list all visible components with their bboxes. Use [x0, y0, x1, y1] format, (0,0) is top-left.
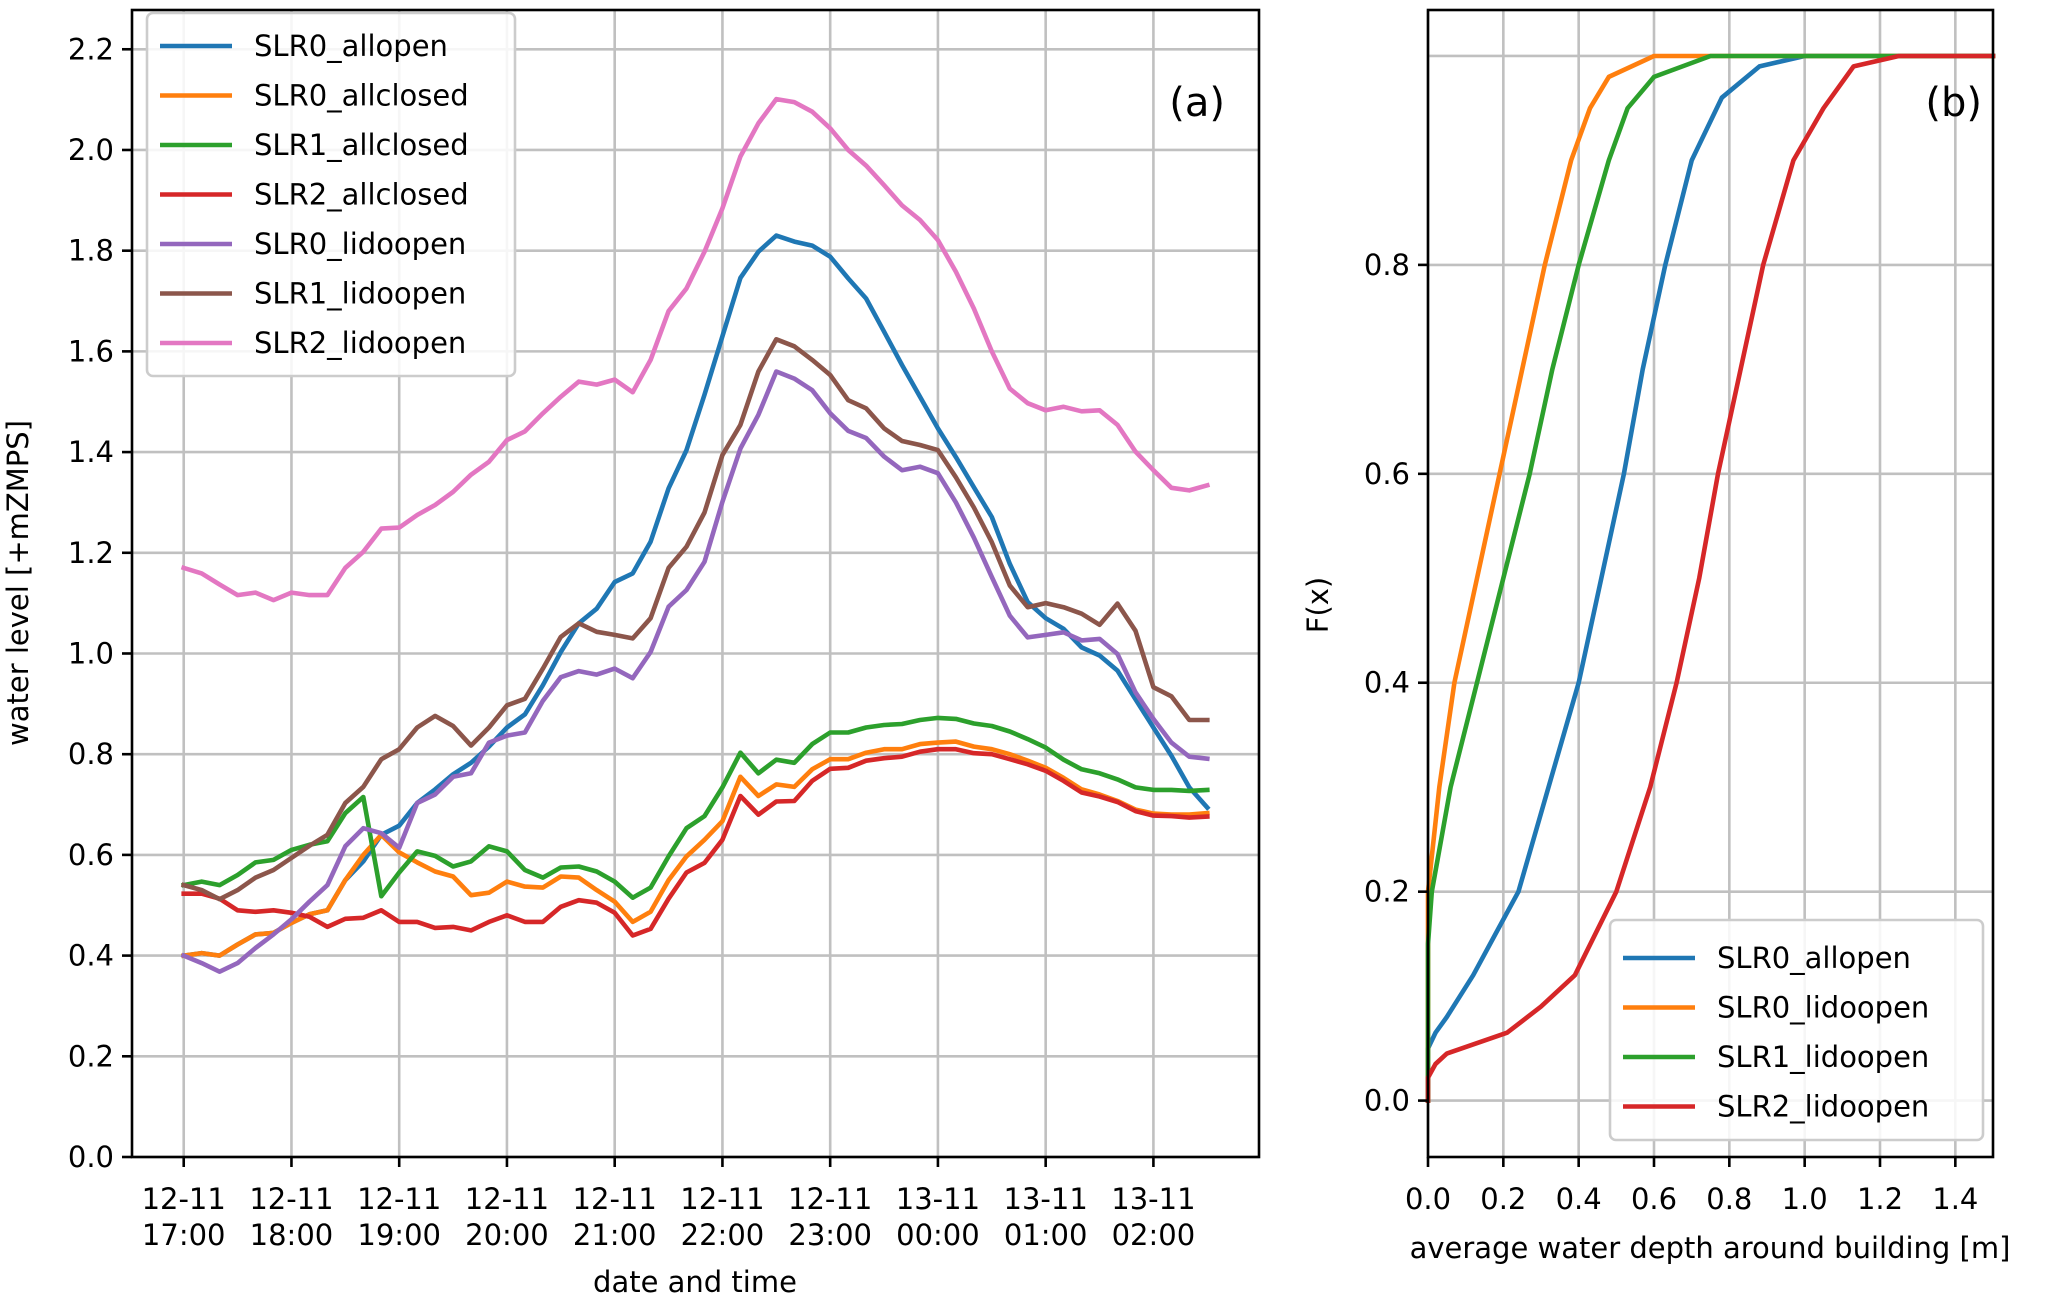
x-tick-label-time: 20:00: [465, 1218, 549, 1252]
x-tick-label-date: 13-11: [1004, 1182, 1088, 1216]
cdf-line-SLR1_lidoopen: [1425, 53, 1996, 1103]
legend-label: SLR1_lidoopen: [254, 277, 466, 311]
x-tick-label: 1.2: [1857, 1182, 1903, 1216]
legend-label: SLR2_allclosed: [254, 178, 469, 212]
x-tick-label-time: 18:00: [250, 1218, 334, 1252]
series-line-SLR1_allclosed: [181, 715, 1210, 901]
y-tick-label: 0.8: [68, 737, 114, 771]
y-tick-label: 1.8: [68, 234, 114, 268]
panel-b-legend: SLR0_allopen SLR0_lidoopen SLR1_lidoopen SL…: [1608, 918, 1985, 1142]
series-line-SLR0_allclosed: [181, 739, 1210, 959]
panel-a-ticks: 12-1117:0012-1118:0012-1119:0012-1120:00…: [68, 32, 1196, 1252]
y-tick-label: 0.0: [1364, 1084, 1410, 1118]
panel-a-y-axis-label: water level [+mZMPS]: [1, 420, 35, 746]
y-tick-label: 2.0: [68, 133, 114, 167]
panel-b-x-axis-label: average water depth around building [m]: [1410, 1231, 2011, 1265]
x-tick-label-date: 12-11: [573, 1182, 657, 1216]
x-tick-label-time: 00:00: [896, 1218, 980, 1252]
series-line-SLR2_allclosed: [181, 746, 1210, 938]
x-tick-label-date: 12-11: [249, 1182, 333, 1216]
x-tick-label-date: 12-11: [680, 1182, 764, 1216]
legend-label: SLR0_lidoopen: [254, 227, 466, 261]
legend-box: [1608, 918, 1985, 1142]
panel-b-frame: [1426, 8, 1995, 1159]
y-tick-label: 0.6: [1364, 457, 1410, 491]
panel-a-legend: SLR0_allopen SLR0_allclosed SLR1_allclosed…: [145, 11, 517, 378]
x-tick-label: 0.4: [1556, 1182, 1602, 1216]
legend-box: [145, 11, 517, 378]
x-tick-label: 0.8: [1706, 1182, 1752, 1216]
x-tick-label: 1.4: [1932, 1182, 1978, 1216]
legend-label: SLR0_allopen: [254, 29, 448, 63]
panel-a-series: [180, 96, 1211, 975]
panel-a: 12-1117:0012-1118:0012-1119:0012-1120:00…: [1, 8, 1261, 1299]
y-tick-label: 1.6: [68, 334, 114, 368]
series-line-SLR2_lidoopen: [180, 96, 1211, 603]
legend-label: SLR0_allopen: [1717, 941, 1911, 975]
series-line-SLR0_lidoopen: [180, 369, 1210, 975]
y-tick-label: 0.2: [68, 1039, 114, 1073]
panel-b: 0.0 0.2 0.4 0.6 0.8 1.0 1.2 1.40.00.20.40.60.8 …: [1301, 8, 2011, 1265]
y-tick-label: 0.0: [68, 1140, 114, 1174]
y-tick-label: 2.2: [68, 32, 114, 66]
cdf-line-SLR2_lidoopen: [1425, 53, 1996, 1103]
x-tick-label: 1.0: [1782, 1182, 1828, 1216]
x-tick-label: 0.6: [1631, 1182, 1677, 1216]
x-tick-label-date: 13-11: [896, 1182, 980, 1216]
x-tick-label: 0.2: [1480, 1182, 1526, 1216]
x-tick-label-date: 12-11: [465, 1182, 549, 1216]
legend-label: SLR1_lidoopen: [1717, 1040, 1929, 1074]
panel-b-series: [1425, 53, 1996, 1103]
y-tick-label: 0.2: [1364, 875, 1410, 909]
legend-label: SLR0_allclosed: [254, 79, 469, 113]
y-tick-label: 0.4: [1364, 666, 1410, 700]
legend-label: SLR0_lidoopen: [1717, 991, 1929, 1025]
legend-label: SLR2_lidoopen: [1717, 1090, 1929, 1124]
cdf-line-SLR0_lidoopen: [1425, 53, 1996, 1103]
y-tick-label: 0.8: [1364, 248, 1410, 282]
panel-a-x-axis-label: date and time: [593, 1265, 797, 1299]
y-tick-label: 1.4: [68, 435, 114, 469]
x-tick-label-time: 22:00: [681, 1218, 765, 1252]
x-tick-label-time: 02:00: [1112, 1218, 1196, 1252]
x-tick-label: 0.0: [1405, 1182, 1451, 1216]
x-tick-label-date: 12-11: [142, 1182, 226, 1216]
y-tick-label: 1.2: [68, 536, 114, 570]
x-tick-label-time: 21:00: [573, 1218, 657, 1252]
x-tick-label-time: 19:00: [357, 1218, 441, 1252]
panel-a-frame: [130, 8, 1261, 1159]
legend-label: SLR2_lidoopen: [254, 326, 466, 360]
cdf-line-SLR0_allopen: [1425, 53, 1996, 1103]
y-tick-label: 0.4: [68, 939, 114, 973]
y-tick-label: 0.6: [68, 838, 114, 872]
panel-b-label: (b): [1925, 80, 1982, 126]
panel-a-label: (a): [1169, 80, 1225, 126]
panel-b-ticks: 0.0 0.2 0.4 0.6 0.8 1.0 1.2 1.4 0.0 0.2 0.4 0.6 0.8: [1364, 248, 1979, 1216]
x-tick-label-date: 12-11: [788, 1182, 872, 1216]
x-tick-label-time: 17:00: [142, 1218, 226, 1252]
y-tick-label: 1.0: [68, 636, 114, 670]
x-tick-label-date: 12-11: [357, 1182, 441, 1216]
x-tick-label-time: 01:00: [1004, 1218, 1088, 1252]
series-line-SLR1_lidoopen: [180, 336, 1210, 902]
legend-label: SLR1_allclosed: [254, 128, 469, 162]
x-tick-label-time: 23:00: [788, 1218, 872, 1252]
panel-b-y-axis-label: F(x): [1301, 577, 1335, 633]
x-tick-label-date: 13-11: [1111, 1182, 1195, 1216]
